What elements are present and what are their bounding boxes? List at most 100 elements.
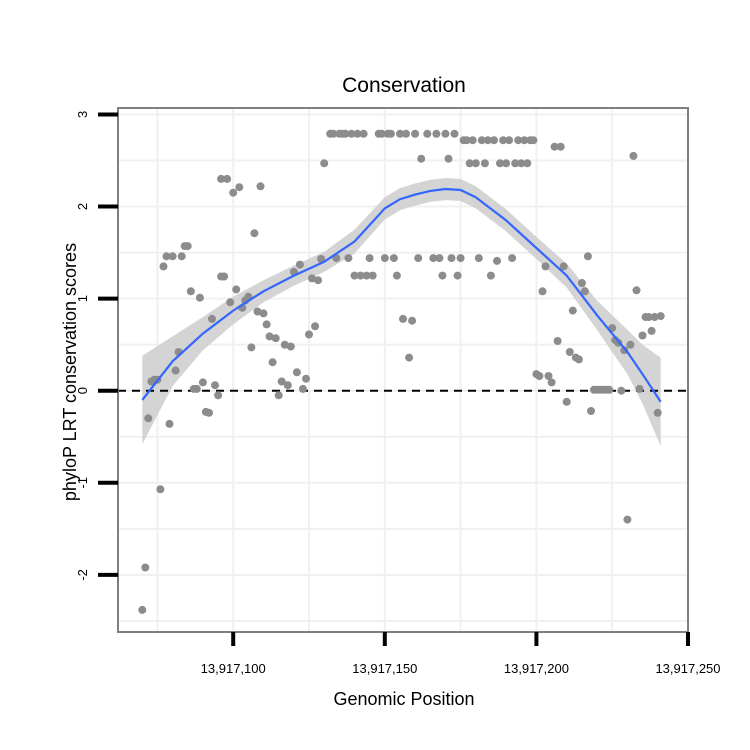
data-point [171, 366, 180, 375]
data-point [493, 256, 501, 265]
data-point [211, 381, 219, 390]
data-point [544, 372, 553, 380]
data-point [556, 142, 565, 151]
data-point [529, 136, 538, 145]
data-point [538, 287, 547, 296]
data-point [502, 159, 511, 168]
data-point [450, 129, 459, 138]
data-point [574, 355, 583, 364]
data-point [411, 129, 420, 138]
data-point [223, 174, 232, 183]
data-point [138, 605, 147, 614]
smooth-line [141, 187, 662, 403]
data-point [298, 384, 307, 393]
data-point [523, 159, 532, 168]
data-point [623, 515, 632, 524]
data-point [274, 391, 283, 400]
data-point [232, 285, 241, 294]
data-point [320, 159, 329, 168]
data-point [302, 374, 310, 383]
data-point [195, 293, 204, 302]
data-point [550, 142, 559, 151]
data-point [250, 229, 259, 238]
data-point [308, 274, 316, 283]
data-point [465, 159, 474, 168]
data-point [635, 384, 644, 393]
data-point [229, 188, 238, 197]
y-tick-label: 1 [75, 295, 90, 302]
scatter-points [138, 129, 665, 614]
data-point [644, 313, 653, 321]
data-point [259, 309, 268, 318]
data-point [265, 332, 274, 341]
data-point [568, 306, 577, 315]
data-point [514, 136, 523, 145]
panel-border [117, 107, 689, 633]
data-point [159, 262, 168, 271]
data-point [541, 262, 550, 271]
data-point [208, 314, 216, 323]
data-point [508, 254, 517, 263]
data-point [587, 407, 595, 415]
data-point [192, 384, 201, 393]
data-point [565, 348, 574, 356]
data-point [217, 174, 226, 183]
data-point [605, 385, 614, 394]
data-point [347, 129, 356, 138]
y-tick-label: 3 [75, 111, 90, 118]
data-point [317, 255, 326, 263]
data-point [647, 326, 656, 335]
data-point [456, 254, 465, 263]
x-tick-label: 13,917,150 [352, 661, 417, 676]
data-point [205, 408, 213, 417]
data-point [341, 129, 350, 138]
data-point [177, 252, 186, 261]
data-point [562, 397, 571, 406]
data-point [511, 159, 520, 168]
data-point [368, 271, 377, 280]
data-point [268, 358, 277, 367]
data-point [402, 129, 410, 138]
x-tick-label: 13,917,100 [201, 661, 266, 676]
data-point [471, 159, 480, 168]
y-tick-label: 0 [75, 387, 90, 394]
data-point [520, 136, 529, 145]
data-point [441, 129, 450, 138]
data-point [283, 381, 292, 390]
data-point [429, 254, 438, 263]
data-point [356, 271, 365, 280]
data-point [453, 271, 462, 280]
data-point [389, 254, 398, 263]
data-point [386, 129, 395, 138]
data-point [480, 159, 489, 168]
data-point [365, 254, 374, 263]
data-point [408, 316, 417, 325]
data-point [353, 129, 362, 138]
data-point [314, 276, 323, 285]
data-point [359, 129, 368, 138]
data-point [435, 254, 444, 263]
data-point [417, 154, 426, 163]
data-point [377, 129, 386, 138]
data-point [626, 340, 635, 349]
data-point [505, 136, 514, 145]
data-point [329, 129, 338, 138]
data-point [235, 183, 244, 192]
data-point [168, 252, 177, 261]
data-point [650, 313, 659, 321]
data-point [423, 129, 432, 138]
y-tick-label: -2 [75, 569, 90, 581]
data-point [141, 563, 150, 572]
data-point [547, 378, 556, 387]
data-point [247, 343, 256, 352]
grid-lines [118, 108, 688, 632]
data-point [156, 485, 165, 494]
data-point [653, 408, 662, 417]
data-point [477, 136, 486, 145]
data-point [577, 279, 586, 287]
data-point [496, 159, 504, 168]
data-point [280, 340, 289, 349]
data-point [277, 377, 286, 386]
data-point [447, 254, 456, 263]
